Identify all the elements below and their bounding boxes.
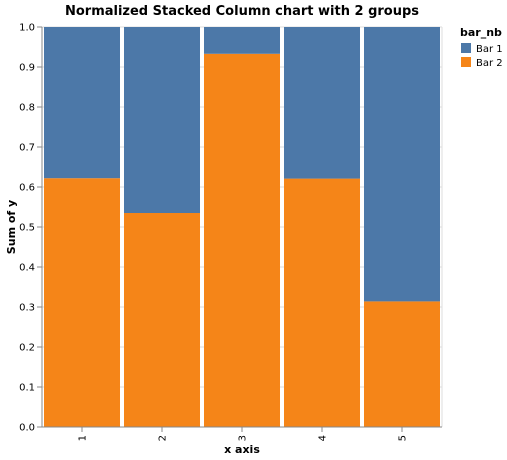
y-tick-label: 0.7 <box>19 143 35 154</box>
legend-swatch <box>461 43 471 53</box>
bar-bar-1-3 <box>204 27 280 54</box>
y-tick-label: 0.6 <box>19 183 35 194</box>
bar-bar-2-2 <box>124 213 200 427</box>
legend-label: Bar 1 <box>476 44 503 55</box>
bar-bar-1-1 <box>44 27 120 179</box>
axes: 0.0 0.1 0.2 0.3 0.4 0.5 0.6 0.7 0.8 0.9 1.0 1 2 3 4 5 <box>19 23 442 441</box>
legend-label: Bar 2 <box>476 58 503 69</box>
chart-title: Normalized Stacked Column chart with 2 g… <box>65 4 419 19</box>
bars <box>44 27 440 428</box>
x-tick-label: 2 <box>158 435 169 441</box>
x-axis-title: x axis <box>224 443 260 456</box>
bar-bar-1-2 <box>124 27 200 213</box>
bar-bar-2-4 <box>284 178 360 427</box>
x-tick-label: 4 <box>318 435 329 441</box>
y-tick-label: 1.0 <box>19 23 35 34</box>
y-tick-label: 0.9 <box>19 63 35 74</box>
legend-swatch <box>461 57 471 67</box>
y-axis-title: Sum of y <box>5 200 18 254</box>
legend-title: bar_nb <box>460 26 502 39</box>
x-tick-label: 5 <box>398 435 409 441</box>
bar-bar-1-4 <box>284 27 360 179</box>
bar-bar-2-1 <box>44 178 120 427</box>
y-tick-label: 0.5 <box>19 223 35 234</box>
y-tick-label: 0.4 <box>19 263 35 274</box>
bar-bar-2-5 <box>364 301 440 427</box>
y-tick-label: 0.8 <box>19 103 35 114</box>
y-tick-label: 0.2 <box>19 343 35 354</box>
y-tick-label: 0.1 <box>19 383 35 394</box>
legend: bar_nb Bar 1 Bar 2 <box>460 26 503 69</box>
bar-bar-1-5 <box>364 27 440 302</box>
x-tick-label: 1 <box>78 435 89 441</box>
y-tick-label: 0.3 <box>19 303 35 314</box>
y-tick-label: 0.0 <box>19 423 35 434</box>
x-tick-label: 3 <box>238 435 249 441</box>
bar-bar-2-3 <box>204 53 280 428</box>
